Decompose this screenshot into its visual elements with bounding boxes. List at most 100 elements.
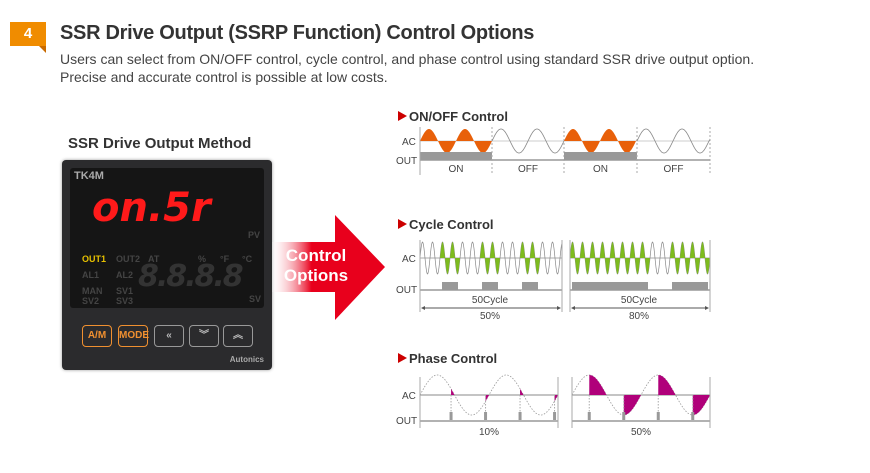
indicator-out1: OUT1 (82, 254, 107, 264)
ac-on-fill (630, 242, 640, 274)
phase-percent-right: 50% (631, 427, 651, 438)
ac-wave (491, 128, 565, 154)
out-on-bar (442, 282, 458, 290)
ac-on-fill (670, 242, 680, 274)
control-label-line-2: Options (283, 266, 349, 285)
ac-on-fill (690, 242, 700, 274)
ac-on-fill (570, 242, 580, 274)
ac-wave (419, 374, 559, 416)
down-button[interactable]: ︾ (189, 325, 219, 347)
bullet-icon (398, 111, 407, 121)
cycle-ac-label: AC (402, 254, 416, 265)
out-on-bar (420, 152, 492, 160)
ac-phase-fill (692, 395, 710, 415)
mode-button[interactable]: MODE (118, 325, 149, 347)
onoff-ac-label: AC (402, 137, 416, 148)
pv-display: on.5r (92, 185, 211, 231)
out-on-bar (564, 152, 637, 160)
indicator-percent: % (198, 254, 207, 264)
out-trigger-pulse (656, 412, 660, 420)
ac-on-fill (580, 242, 590, 274)
up-button[interactable]: ︽ (223, 325, 253, 347)
ac-on-fill (564, 129, 637, 153)
method-heading: SSR Drive Output Method (68, 135, 252, 152)
out-on-bar (672, 282, 708, 290)
cycle-title: Cycle Control (409, 217, 494, 232)
ac-on-fill (530, 242, 540, 274)
ac-on-fill (700, 242, 710, 274)
model-label: TK4M (74, 170, 104, 182)
ac-on-fill (450, 242, 460, 274)
cycle-percent-left: 50% (480, 311, 500, 322)
ac-phase-fill (485, 395, 489, 402)
out-trigger-pulse (691, 412, 695, 420)
out-trigger-pulse (518, 412, 522, 420)
bullet-icon (398, 353, 407, 363)
phase-out-label: OUT (396, 416, 417, 427)
phase-section: Phase Control AC OUT 10% 50% (396, 351, 711, 438)
onoff-title: ON/OFF Control (409, 109, 508, 124)
am-button[interactable]: A/M (82, 325, 112, 347)
ac-on-fill (680, 242, 690, 274)
ac-phase-fill (589, 375, 607, 395)
ac-on-fill (590, 242, 600, 274)
ac-on-fill (420, 129, 492, 153)
out-trigger-pulse (587, 412, 591, 420)
indicator-sv3: SV3 (116, 296, 134, 306)
description-line-2: Precise and accurate control is possible… (60, 69, 388, 85)
control-label-line-1: Control (285, 246, 347, 265)
out-trigger-pulse (449, 412, 453, 420)
indicator-al1: AL1 (82, 270, 100, 280)
cycle-out-label: OUT (396, 285, 417, 296)
control-options-label: Control Options (276, 246, 356, 286)
out-trigger-pulse (484, 412, 488, 420)
out-trigger-pulse (622, 412, 626, 420)
cycle-section: Cycle Control AC OUT 50Cycle 50% 50Cycle… (396, 217, 711, 322)
ac-on-fill (640, 242, 650, 274)
cycle-percent-right: 80% (629, 311, 649, 322)
ac-phase-fill (658, 375, 676, 395)
phase-ac-label: AC (402, 391, 416, 402)
cycle-count-right: 50Cycle (621, 295, 658, 306)
onoff-out-label: OUT (396, 156, 417, 167)
ac-on-fill (600, 242, 610, 274)
ac-on-fill (620, 242, 630, 274)
brand-logo: Autonics (229, 355, 264, 364)
ac-on-fill (490, 242, 500, 274)
device-screen: TK4M on.5r PV 8.8.8.8 SV OUT1 OUT2 AT AL… (70, 168, 264, 308)
phase-percent-left: 10% (479, 427, 499, 438)
ac-phase-fill (554, 395, 558, 402)
pv-label: PV (247, 230, 260, 240)
onoff-section: ON/OFF Control AC OUT ON OFF ON OFF (396, 109, 711, 175)
ac-on-fill (610, 242, 620, 274)
ac-phase-fill (451, 388, 455, 395)
page-title: SSR Drive Output (SSRP Function) Control… (60, 22, 535, 44)
ac-phase-fill (623, 395, 641, 415)
indicator-man: MAN (82, 286, 103, 296)
ac-phase-fill (520, 388, 524, 395)
indicator-sv2: SV2 (82, 296, 100, 306)
sv-display: 8.8.8.8 (138, 259, 244, 294)
shift-left-button[interactable]: « (154, 325, 184, 347)
out-on-bar (522, 282, 538, 290)
indicator-fahrenheit: °F (220, 254, 230, 264)
indicator-celsius: °C (242, 254, 253, 264)
indicator-out2: OUT2 (116, 254, 141, 264)
description-line-1: Users can select from ON/OFF control, cy… (60, 51, 755, 67)
ac-on-fill (520, 242, 530, 274)
bullet-icon (398, 219, 407, 229)
section-number-badge: 4 (10, 22, 46, 53)
cycle-count-left: 50Cycle (472, 295, 509, 306)
indicator-al2: AL2 (116, 270, 134, 280)
segment-label: ON (449, 164, 464, 175)
phase-title: Phase Control (409, 351, 497, 366)
ac-on-fill (480, 242, 490, 274)
segment-label: OFF (664, 164, 684, 175)
out-on-bar (572, 282, 648, 290)
indicator-sv1: SV1 (116, 286, 134, 296)
segment-label: OFF (518, 164, 538, 175)
controller-device-image: TK4M on.5r PV 8.8.8.8 SV OUT1 OUT2 AT AL… (62, 160, 272, 370)
segment-label: ON (593, 164, 608, 175)
out-trigger-pulse (553, 412, 557, 420)
